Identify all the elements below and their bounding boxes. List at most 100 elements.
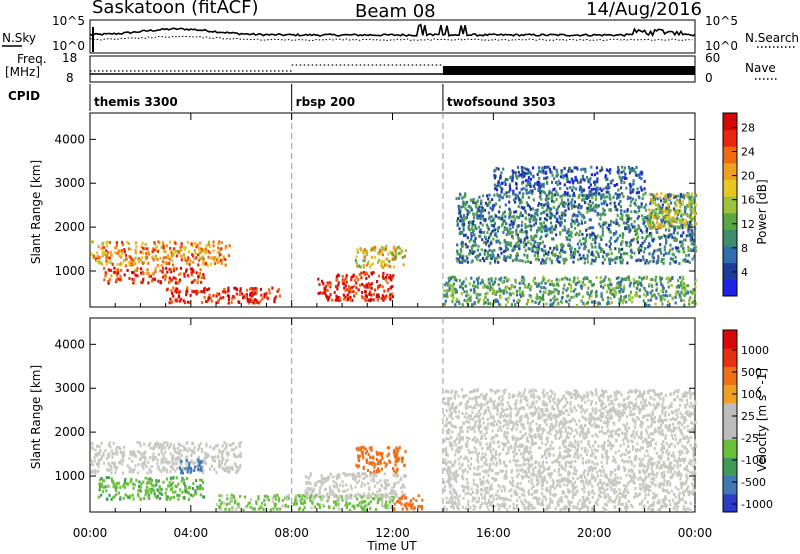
data-cell — [474, 237, 477, 241]
data-cell — [657, 223, 660, 227]
data-cell — [381, 495, 384, 498]
data-cell — [541, 427, 544, 431]
data-cell — [200, 466, 203, 470]
data-cell — [106, 453, 110, 457]
data-cell — [509, 211, 512, 215]
data-cell — [411, 503, 414, 507]
data-cell — [650, 234, 653, 238]
data-cell — [655, 231, 658, 234]
data-cell — [184, 290, 188, 294]
data-cell — [616, 208, 619, 212]
data-cell — [248, 501, 251, 505]
data-cell — [538, 166, 541, 170]
data-cell — [646, 216, 649, 220]
data-cell — [122, 496, 125, 500]
data-cell — [173, 276, 176, 280]
data-cell — [594, 183, 597, 187]
data-cell — [648, 212, 651, 216]
data-cell — [155, 483, 158, 487]
data-cell — [155, 245, 159, 249]
data-cell — [528, 205, 531, 209]
data-cell — [481, 194, 485, 198]
data-cell — [573, 166, 576, 170]
data-cell — [482, 298, 485, 302]
beam-title: Beam 08 — [355, 1, 436, 22]
data-cell — [185, 490, 188, 494]
data-cell — [343, 472, 346, 476]
data-cell — [671, 236, 674, 239]
data-cell — [529, 207, 532, 211]
data-cell — [595, 166, 598, 170]
data-cell — [360, 271, 363, 275]
data-cell — [356, 465, 359, 469]
data-cell — [467, 204, 470, 208]
data-cell — [396, 467, 399, 471]
data-cell — [153, 457, 156, 461]
data-cell — [597, 255, 600, 259]
data-cell — [502, 230, 505, 234]
data-cell — [154, 254, 157, 258]
data-cell — [644, 261, 647, 265]
data-cell — [175, 287, 178, 291]
data-cell — [104, 449, 107, 452]
data-cell — [522, 276, 525, 280]
data-cell — [690, 224, 693, 228]
data-cell — [654, 275, 658, 279]
data-cell — [605, 186, 608, 190]
data-cell — [622, 298, 625, 302]
data-cell — [530, 214, 533, 218]
data-cell — [653, 223, 656, 227]
data-cell — [100, 262, 103, 266]
data-cell — [474, 205, 478, 209]
data-cell — [136, 493, 140, 497]
data-cell — [647, 245, 650, 249]
data-cell — [535, 211, 539, 215]
data-cell — [518, 191, 521, 195]
data-cell — [100, 482, 104, 486]
data-cell — [692, 239, 695, 242]
data-cell — [602, 207, 605, 211]
data-cell — [653, 294, 656, 298]
data-cell — [511, 222, 514, 226]
data-cell — [677, 211, 680, 215]
data-cell — [162, 456, 165, 460]
data-cell — [190, 454, 193, 457]
data-cell — [160, 488, 163, 492]
data-cell — [583, 243, 587, 247]
data-cell — [563, 166, 566, 170]
data-cell — [537, 244, 540, 248]
data-cell — [506, 227, 509, 231]
data-cell — [341, 489, 344, 493]
data-cell — [321, 497, 324, 501]
data-cell — [190, 271, 193, 275]
data-cell — [115, 246, 118, 250]
data-cell — [331, 298, 334, 302]
data-cell — [276, 507, 279, 511]
data-cell — [547, 253, 550, 257]
data-cell — [613, 289, 616, 293]
data-cell — [279, 507, 282, 511]
data-cell — [688, 260, 691, 264]
data-cell — [467, 225, 470, 229]
data-cell — [309, 482, 312, 486]
data-cell — [306, 492, 310, 496]
data-cell — [285, 496, 288, 500]
data-cell — [574, 248, 577, 251]
data-cell — [550, 195, 553, 199]
data-cell — [629, 297, 632, 301]
data-cell — [665, 200, 669, 204]
data-cell — [570, 246, 573, 250]
data-cell — [609, 247, 612, 251]
data-cell — [563, 204, 566, 208]
data-cell — [572, 260, 575, 264]
data-cell — [502, 211, 505, 215]
data-cell — [659, 196, 662, 200]
data-cell — [592, 187, 595, 191]
data-cell — [505, 297, 508, 301]
data-cell — [506, 241, 510, 245]
data-cell — [357, 448, 360, 452]
data-cell — [137, 463, 140, 467]
data-cell — [637, 248, 640, 252]
data-cell — [489, 494, 492, 498]
data-cell — [299, 499, 302, 503]
